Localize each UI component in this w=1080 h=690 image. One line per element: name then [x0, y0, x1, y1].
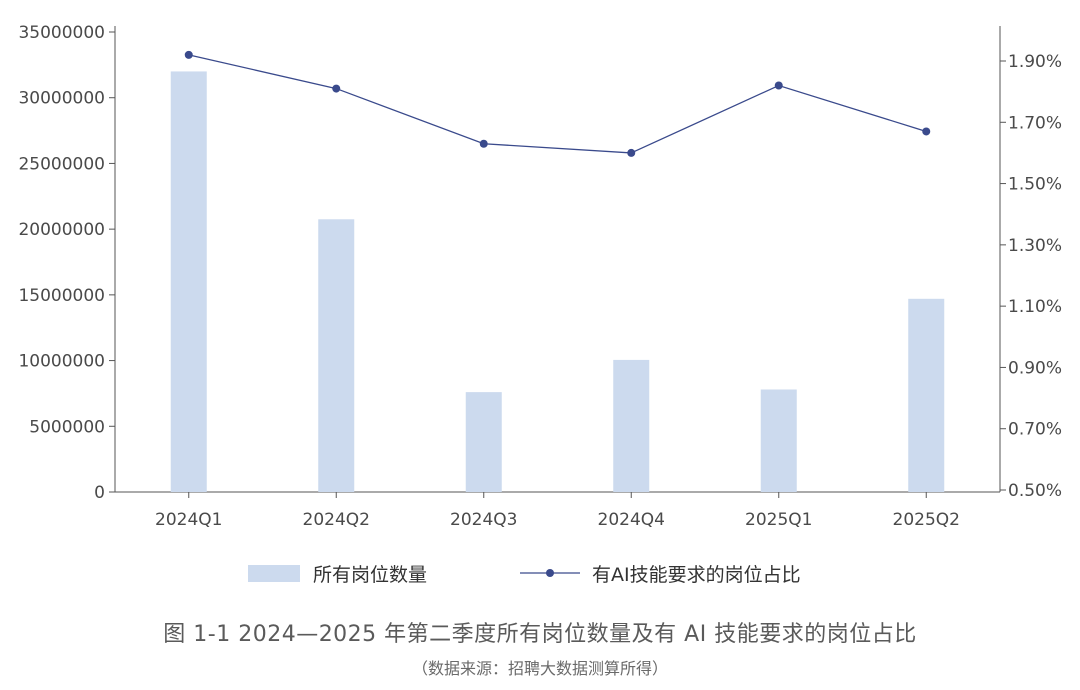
bar [760, 389, 797, 492]
bar [908, 298, 945, 492]
left-tick-label: 5000000 [29, 417, 105, 437]
right-tick-label: 1.50% [1008, 175, 1062, 195]
right-tick-label: 1.10% [1008, 297, 1062, 317]
line-point [774, 81, 783, 90]
line-path [188, 54, 927, 154]
left-tick-label: 15000000 [18, 286, 105, 306]
line-point [184, 50, 193, 59]
line-series [184, 50, 931, 157]
bar-series [170, 71, 945, 493]
left-y-axis: 0 5000000 10000000 15000000 20000000 25000000… [18, 23, 116, 503]
bar [613, 359, 650, 492]
legend: 所有岗位数量 有AI技能要求的岗位占比 [248, 564, 801, 586]
chart: 0 5000000 10000000 15000000 20000000 25000000… [18, 23, 1062, 586]
x-tick-label: 2024Q1 [155, 510, 222, 530]
left-tick-label: 0 [94, 483, 105, 503]
left-tick-label: 30000000 [18, 89, 105, 109]
legend-line-marker [546, 569, 554, 577]
left-tick-label: 35000000 [18, 23, 105, 43]
x-tick-label: 2025Q2 [893, 510, 960, 530]
right-y-axis: 0.50% 0.70% 0.90% 1.10% 1.30% 1.50% 1.70% 1.90% [999, 26, 1062, 501]
line-point [922, 127, 931, 136]
line-point [627, 148, 636, 157]
x-tick-label: 2024Q3 [450, 510, 517, 530]
legend-bar-label: 所有岗位数量 [313, 564, 427, 586]
x-axis: 2024Q1 2024Q2 2024Q3 2024Q4 2025Q1 2025Q2 [115, 491, 1000, 530]
left-tick-label: 25000000 [18, 154, 105, 174]
legend-bar-swatch [248, 565, 300, 582]
legend-line-label: 有AI技能要求的岗位占比 [592, 564, 801, 586]
line-point [332, 84, 341, 93]
bar [318, 219, 355, 493]
x-tick-label: 2024Q2 [303, 510, 370, 530]
figure-caption: 图 1-1 2024—2025 年第二季度所有岗位数量及有 AI 技能要求的岗位… [163, 622, 917, 647]
right-tick-label: 0.50% [1008, 481, 1062, 501]
right-tick-label: 1.30% [1008, 236, 1062, 256]
right-tick-label: 0.70% [1008, 420, 1062, 440]
figure-source: （数据来源：招聘大数据测算所得） [411, 659, 668, 678]
left-tick-label: 20000000 [18, 220, 105, 240]
x-tick-label: 2024Q4 [598, 510, 665, 530]
right-tick-label: 0.90% [1008, 358, 1062, 378]
x-tick-label: 2025Q1 [745, 510, 812, 530]
left-tick-label: 10000000 [18, 352, 105, 372]
bar [465, 392, 502, 492]
right-tick-label: 1.90% [1008, 52, 1062, 72]
bar [170, 71, 207, 492]
right-tick-label: 1.70% [1008, 113, 1062, 133]
line-point [479, 139, 488, 148]
